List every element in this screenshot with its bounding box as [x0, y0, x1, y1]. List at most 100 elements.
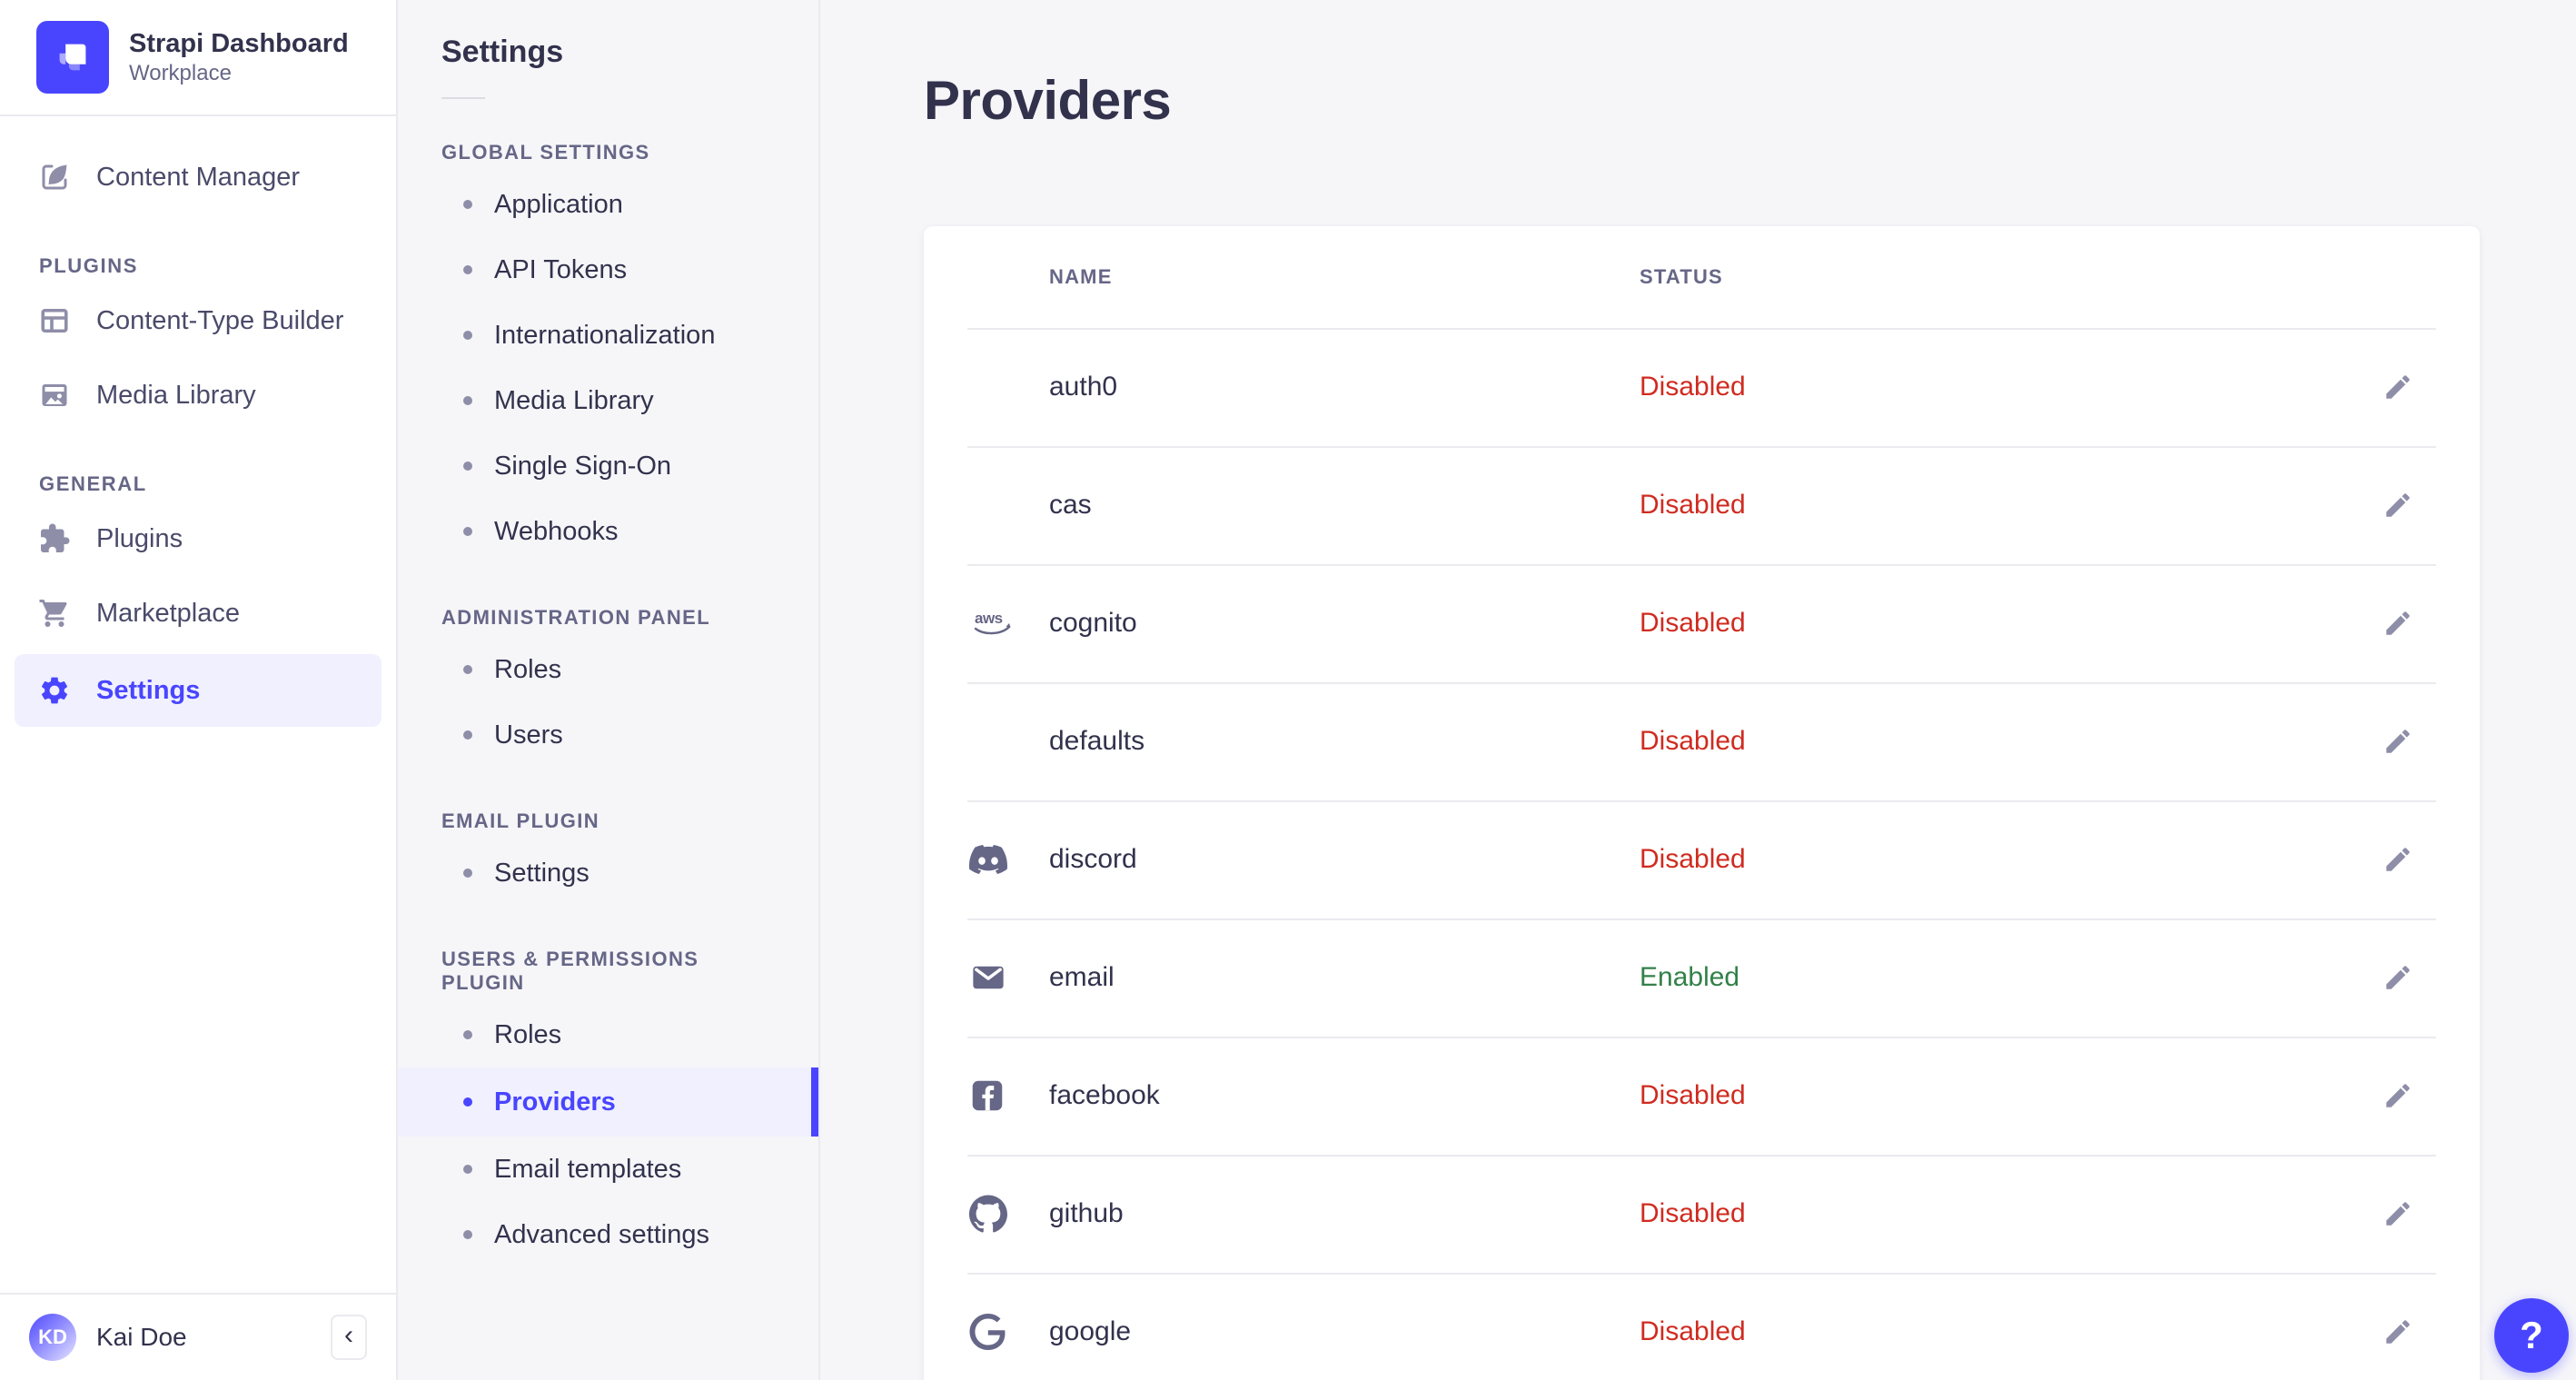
bullet-icon	[463, 265, 472, 274]
status-badge: Enabled	[1640, 962, 1740, 992]
avatar[interactable]: KD	[29, 1314, 76, 1361]
provider-name: discord	[1049, 844, 1137, 874]
user-name: Kai Doe	[96, 1323, 187, 1351]
bullet-icon	[463, 527, 472, 536]
table-row-defaults[interactable]: defaults Disabled	[924, 682, 2480, 800]
edit-provider-button[interactable]	[2369, 1067, 2427, 1125]
edit-provider-button[interactable]	[2369, 830, 2427, 889]
pencil-icon	[2386, 611, 2410, 635]
sidebar-item-label: Settings	[96, 675, 201, 705]
status-badge: Disabled	[1640, 1198, 1746, 1228]
sidebar-item-label: Marketplace	[96, 598, 240, 628]
subnav-item-label: Email templates	[494, 1154, 682, 1184]
puzzle-icon	[38, 522, 71, 555]
status-badge: Disabled	[1640, 608, 1746, 638]
status-badge: Disabled	[1640, 726, 1746, 756]
pencil-icon	[2386, 1084, 2410, 1107]
cart-icon	[38, 597, 71, 630]
bullet-icon	[463, 730, 472, 740]
sidebar-item-marketplace[interactable]: Marketplace	[0, 576, 396, 650]
pencil-icon	[2386, 848, 2410, 871]
subnav-item-webhooks[interactable]: Webhooks	[398, 499, 818, 564]
column-header-status: STATUS	[1640, 265, 1723, 288]
strapi-logo-icon	[36, 21, 109, 94]
provider-name: google	[1049, 1316, 1132, 1346]
edit-provider-button[interactable]	[2369, 712, 2427, 770]
provider-name: github	[1049, 1198, 1124, 1228]
table-row-cognito[interactable]: aws cognito Disabled	[924, 564, 2480, 682]
pencil-icon	[2386, 966, 2410, 989]
subnav-item-advanced-settings[interactable]: Advanced settings	[398, 1202, 818, 1267]
pencil-icon	[2386, 730, 2410, 753]
edit-provider-button[interactable]	[2369, 358, 2427, 416]
subnav-section-label: USERS & PERMISSIONS PLUGIN	[441, 948, 699, 994]
edit-provider-button[interactable]	[2369, 476, 2427, 534]
status-badge: Disabled	[1640, 372, 1746, 402]
subnav-item-label: Users	[494, 720, 563, 750]
subnav-item-roles-up[interactable]: Roles	[398, 1002, 818, 1067]
subnav-section-admin-panel: ADMINISTRATION PANEL Roles Users	[398, 606, 818, 768]
subnav-item-users[interactable]: Users	[398, 702, 818, 768]
subnav-item-email-templates[interactable]: Email templates	[398, 1137, 818, 1202]
sidebar-item-plugins[interactable]: Plugins	[0, 501, 396, 576]
sidebar-item-label: Plugins	[96, 523, 183, 553]
bullet-icon	[463, 331, 472, 340]
bullet-icon	[463, 1030, 472, 1039]
subnav-item-label: Application	[494, 189, 623, 219]
subnav-section-label: ADMINISTRATION PANEL	[441, 606, 711, 629]
subnav-item-label: Roles	[494, 1019, 562, 1049]
subnav-item-media-library[interactable]: Media Library	[398, 368, 818, 433]
table-row-facebook[interactable]: facebook Disabled	[924, 1037, 2480, 1155]
sidebar-item-label: Content Manager	[96, 162, 301, 192]
subnav-section-users-permissions: USERS & PERMISSIONS PLUGIN Roles Provide…	[398, 948, 818, 1267]
sidebar-item-settings[interactable]: Settings	[15, 654, 381, 727]
edit-provider-button[interactable]	[2369, 1185, 2427, 1243]
chevron-left-icon: ‹	[344, 1320, 353, 1350]
edit-provider-button[interactable]	[2369, 1303, 2427, 1361]
subnav-item-single-sign-on[interactable]: Single Sign-On	[398, 433, 818, 499]
help-button[interactable]: ?	[2494, 1298, 2569, 1373]
subnav-item-providers[interactable]: Providers	[398, 1067, 818, 1137]
sidebar-item-content-type-builder[interactable]: Content-Type Builder	[0, 283, 396, 358]
subnav-item-label: Single Sign-On	[494, 451, 672, 481]
collapse-sidebar-button[interactable]: ‹	[331, 1315, 367, 1360]
table-row-github[interactable]: github Disabled	[924, 1155, 2480, 1273]
subnav-item-email-settings[interactable]: Settings	[398, 840, 818, 906]
brand-text: Strapi Dashboard Workplace	[129, 28, 349, 87]
sidebar-item-media-library[interactable]: Media Library	[0, 358, 396, 432]
facebook-icon	[924, 1077, 1049, 1114]
table-row-discord[interactable]: discord Disabled	[924, 800, 2480, 918]
table-row-cas[interactable]: cas Disabled	[924, 446, 2480, 564]
aws-icon: aws	[924, 608, 1049, 639]
subnav-item-label: Internationalization	[494, 320, 716, 350]
subnav-section-email-plugin: EMAIL PLUGIN Settings	[398, 809, 818, 906]
subnav-item-label: Roles	[494, 654, 562, 684]
table-row-auth0[interactable]: auth0 Disabled	[924, 328, 2480, 446]
subnav-item-application[interactable]: Application	[398, 172, 818, 237]
image-icon	[38, 379, 71, 412]
layout-grid-icon	[38, 304, 71, 337]
question-mark-icon: ?	[2520, 1314, 2543, 1356]
feather-icon	[38, 161, 71, 194]
subnav-item-api-tokens[interactable]: API Tokens	[398, 237, 818, 303]
table-row-email[interactable]: email Enabled	[924, 918, 2480, 1037]
subnav-item-internationalization[interactable]: Internationalization	[398, 303, 818, 368]
pencil-icon	[2386, 1320, 2410, 1344]
edit-provider-button[interactable]	[2369, 948, 2427, 1007]
bullet-icon	[463, 396, 472, 405]
sidebar-item-content-manager[interactable]: Content Manager	[0, 140, 396, 214]
discord-icon	[924, 840, 1049, 879]
main-sidebar: Strapi Dashboard Workplace Content Manag…	[0, 0, 398, 1380]
subnav-item-label: API Tokens	[494, 254, 628, 284]
provider-name: defaults	[1049, 726, 1145, 756]
providers-table-card: NAME STATUS auth0 Disabled cas Disabled	[924, 226, 2480, 1380]
pencil-icon	[2386, 375, 2410, 399]
subnav-section-global: GLOBAL SETTINGS Application API Tokens I…	[398, 141, 818, 564]
sidebar-item-label: Media Library	[96, 380, 256, 410]
table-row-google[interactable]: google Disabled	[924, 1273, 2480, 1380]
edit-provider-button[interactable]	[2369, 594, 2427, 652]
subnav-title: Settings	[441, 35, 564, 69]
subnav-item-roles-admin[interactable]: Roles	[398, 637, 818, 702]
workspace-brand[interactable]: Strapi Dashboard Workplace	[0, 0, 396, 116]
